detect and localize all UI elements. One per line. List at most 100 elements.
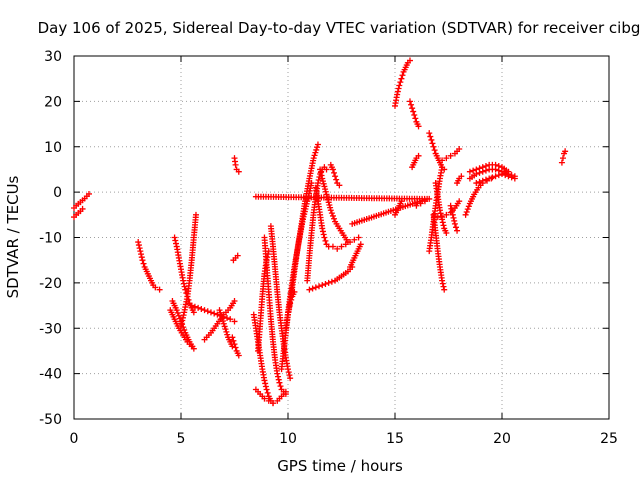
data-point [329,212,336,219]
data-point [458,173,465,180]
data-point [398,75,405,82]
data-point [188,343,195,350]
data-point [85,190,92,197]
data-point [319,228,326,235]
data-point [440,222,447,229]
data-point [276,379,283,386]
data-point [306,286,313,293]
data-point [224,331,231,338]
data-point [456,198,463,205]
data-point [486,175,493,182]
data-point [511,175,518,182]
data-point [286,372,293,379]
data-point [473,166,480,173]
y-tick-label: -30 [39,321,62,337]
data-point [479,177,486,184]
data-point [399,72,406,79]
data-point [261,395,268,402]
data-point [443,211,450,218]
y-axis-label: SDTVAR / TECUs [4,175,22,298]
data-point [448,205,455,212]
data-point [439,214,446,221]
data-point [285,369,292,376]
data-point [231,298,238,305]
x-tick-label: 10 [279,431,297,447]
data-point [229,334,236,341]
data-point [179,321,186,328]
data-point [397,79,404,86]
data-point [188,302,195,309]
data-point [230,337,237,344]
data-point [470,167,477,174]
x-tick-label: 0 [70,431,79,447]
data-point [336,182,343,189]
data-point [466,168,473,175]
data-point [231,341,238,348]
y-tick-label: 30 [44,49,62,65]
data-point [325,279,332,286]
data-point [415,152,422,159]
data-point [264,254,271,261]
data-point [440,283,447,290]
y-tick-label: 10 [44,140,62,156]
x-axis-label: GPS time / hours [277,457,403,475]
data-point [508,174,515,181]
data-point [190,309,197,316]
data-point [308,180,315,187]
data-point [394,91,401,98]
data-point [313,146,320,153]
data-point [447,152,454,159]
data-point [265,251,272,258]
data-point [156,286,163,293]
data-point [314,180,321,187]
data-point [443,229,450,236]
data-point [171,234,178,241]
data-point [265,397,272,404]
chart-title: Day 106 of 2025, Sidereal Day-to-day VTE… [38,19,640,37]
data-point [321,234,328,241]
data-point [410,108,417,115]
data-point [262,383,269,390]
data-point [333,176,340,183]
data-point [451,217,458,224]
data-point [232,344,239,351]
data-point [316,283,323,290]
data-point [394,88,401,95]
y-tick-label: -10 [39,231,62,247]
data-point [204,308,211,315]
data-point [462,211,469,218]
data-point [174,309,181,316]
data-point [429,140,436,147]
data-point [439,277,446,284]
data-point [412,115,419,122]
data-point [499,170,505,177]
data-point [136,245,143,252]
data-point [219,315,226,322]
data-point [195,304,202,311]
data-point [558,159,565,166]
data-point [172,237,179,244]
data-point [464,206,471,213]
data-point [222,326,229,333]
grid-lines [74,56,609,419]
data-point [318,172,325,179]
data-point [443,155,450,162]
data-point [138,254,145,261]
data-point [178,318,184,325]
data-point [275,376,282,383]
data-point [451,220,458,227]
data-point [264,389,271,396]
data-point [489,174,496,181]
data-point [235,352,242,359]
data-point [562,148,569,155]
data-point [277,383,284,390]
data-point [201,307,208,314]
data-point [235,168,242,175]
y-tick-label: -40 [39,367,62,383]
data-point [492,173,499,180]
data-point [476,165,483,172]
data-point [349,220,356,227]
data-point [431,147,438,154]
data-point [452,224,459,231]
